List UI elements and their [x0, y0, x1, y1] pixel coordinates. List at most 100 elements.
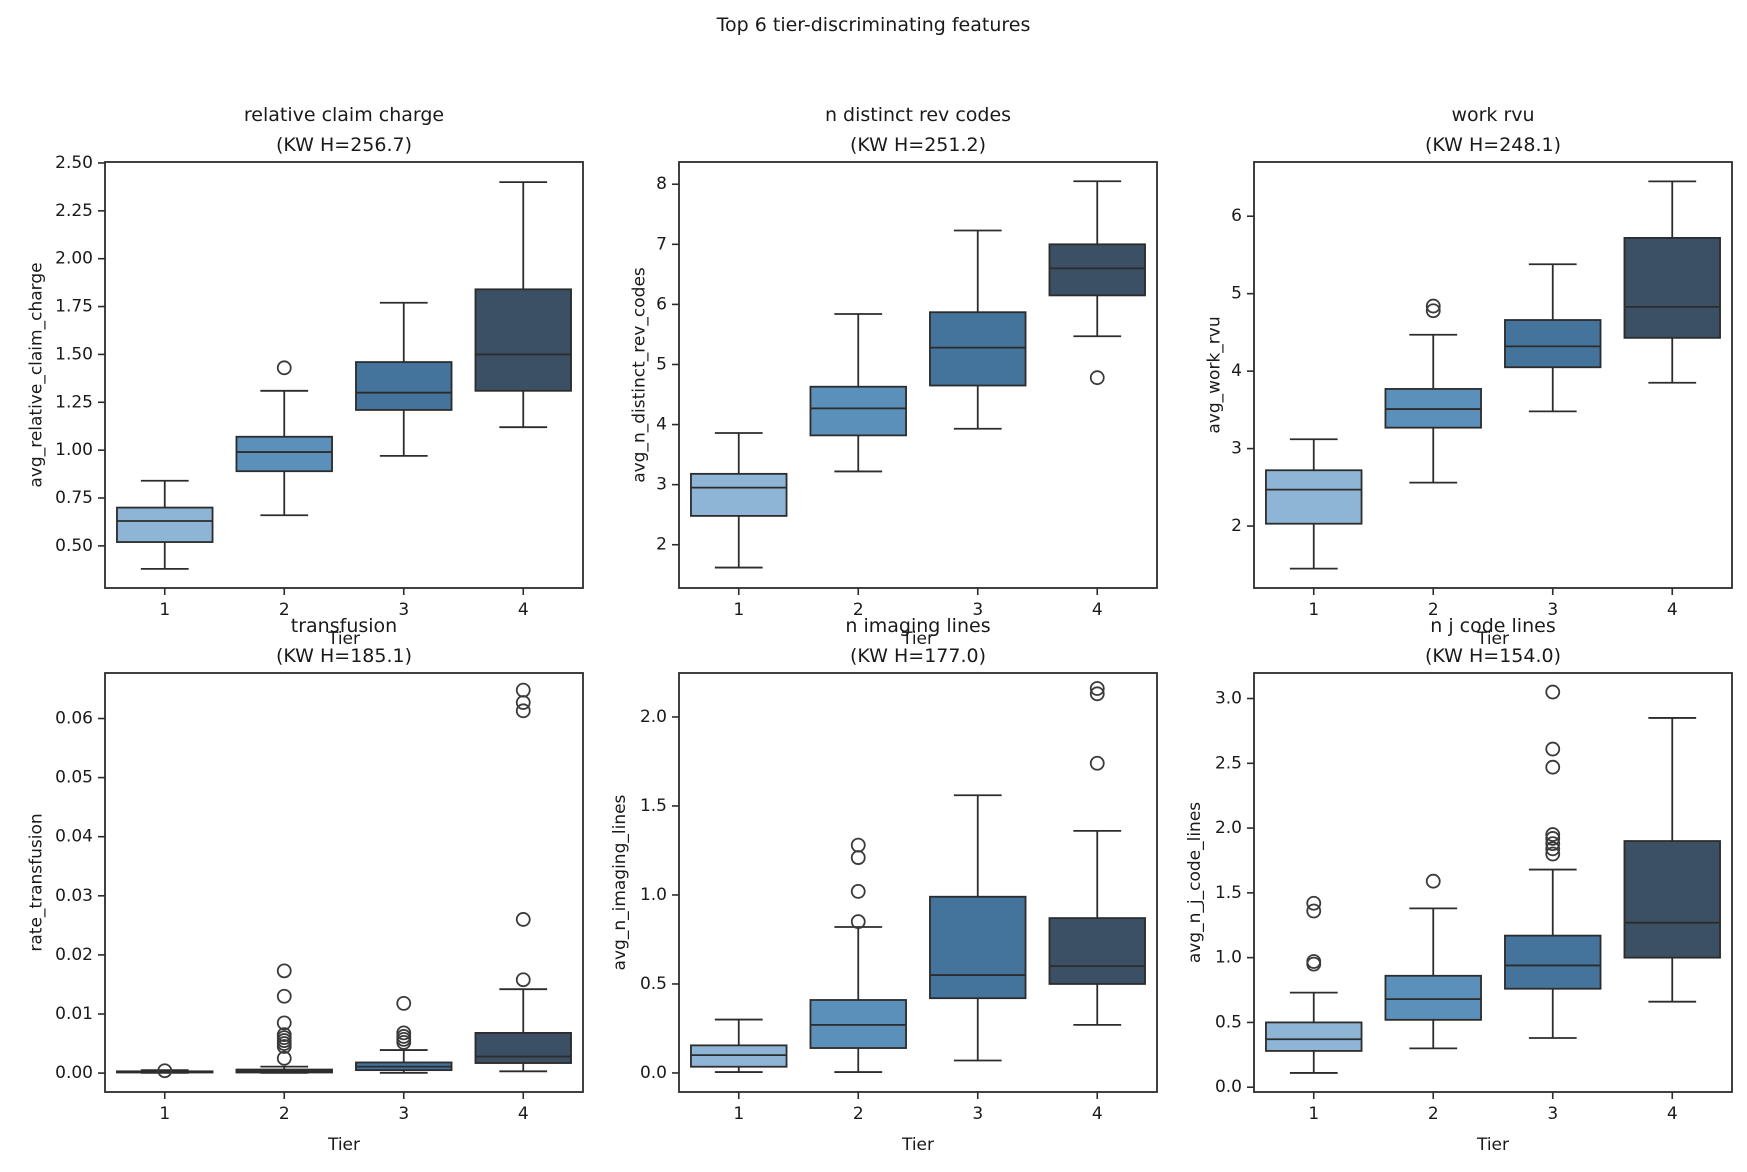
- iqr-box: [1265, 469, 1363, 525]
- subplot-title: n distinct rev codes: [825, 104, 1011, 126]
- outlier-point: [850, 837, 866, 853]
- axes-frame: [104, 672, 584, 1093]
- outlier-point: [1089, 370, 1105, 386]
- y-tick-label: 5: [656, 354, 667, 374]
- figure-title: Top 6 tier-discriminating features: [716, 14, 1031, 36]
- box-tier-2: [809, 313, 907, 473]
- subplot-title: relative claim charge: [244, 104, 444, 126]
- outlier-point: [276, 963, 292, 979]
- y-tick-label: 5: [1231, 284, 1242, 304]
- outlier-point: [515, 682, 531, 698]
- x-tick-label-tier-4: 4: [1092, 600, 1103, 620]
- iqr-box: [116, 506, 214, 543]
- outlier-point: [1545, 841, 1561, 857]
- subplot-title: transfusion: [291, 615, 397, 637]
- x-tick-label-tier-1: 1: [159, 1104, 170, 1124]
- y-tick-label: 2.25: [55, 201, 93, 221]
- y-tick-label: 2: [1231, 516, 1242, 536]
- y-tick-label: 1.5: [1215, 883, 1242, 903]
- subplot-subtitle: (KW H=177.0): [850, 645, 986, 667]
- x-axis-label: Tier: [901, 629, 934, 649]
- box-tier-1: [1265, 438, 1363, 570]
- box-tier-2: [809, 837, 907, 1073]
- subplot-title: n j code lines: [1430, 615, 1555, 637]
- y-tick-label: 0.75: [55, 488, 93, 508]
- box-tier-4: [1048, 180, 1146, 386]
- outlier-point: [157, 1063, 173, 1079]
- y-tick-label: 0.02: [55, 945, 93, 965]
- y-tick-label: 3: [656, 475, 667, 495]
- outlier-point: [1306, 954, 1322, 969]
- outlier-point: [850, 883, 866, 899]
- x-tick-label-tier-1: 1: [1308, 600, 1319, 620]
- y-tick-label: 1.50: [55, 344, 93, 364]
- iqr-box: [355, 361, 453, 411]
- y-tick-label: 6: [656, 294, 667, 314]
- subplot-subtitle: (KW H=154.0): [1425, 645, 1561, 667]
- subplot-subtitle: (KW H=185.1): [276, 645, 412, 667]
- y-tick-label: 7: [656, 234, 667, 254]
- y-tick-label: 3.0: [1215, 689, 1242, 709]
- x-axis-label: Tier: [1476, 1135, 1509, 1155]
- x-tick-label-tier-4: 4: [1667, 600, 1678, 620]
- iqr-box: [1623, 840, 1721, 959]
- subplot-n-imaging-lines: n imaging lines (KW H=177.0) 0.0 0.5 1.0 1.5 2…: [610, 615, 1158, 1155]
- y-axis-label: avg_n_distinct_rev_codes: [629, 267, 649, 483]
- iqr-box: [1504, 319, 1602, 369]
- y-tick-label: 2.00: [55, 249, 93, 269]
- iqr-box: [929, 895, 1027, 1000]
- box-tier-2: [1384, 873, 1482, 1050]
- outlier-point: [396, 1029, 412, 1044]
- x-tick-label-tier-2: 2: [853, 1104, 864, 1124]
- subplot-title: n imaging lines: [845, 615, 990, 637]
- y-tick-label: 6: [1231, 206, 1242, 226]
- subplot-subtitle: (KW H=248.1): [1425, 134, 1561, 156]
- iqr-box: [1504, 934, 1602, 990]
- box-tier-1: [116, 1063, 214, 1079]
- y-tick-label: 2.0: [640, 707, 667, 727]
- y-tick-label: 2.50: [55, 153, 93, 173]
- box-tier-4: [1048, 681, 1146, 1026]
- x-tick-label-tier-2: 2: [279, 1104, 290, 1124]
- subplot-title: work rvu: [1451, 104, 1534, 126]
- x-tick-label-tier-2: 2: [279, 600, 290, 620]
- y-tick-label: 0.0: [1215, 1077, 1242, 1097]
- x-tick-label-tier-1: 1: [159, 600, 170, 620]
- outlier-point: [1306, 903, 1322, 919]
- outlier-point: [276, 1027, 292, 1043]
- x-tick-label-tier-4: 4: [1667, 1104, 1678, 1124]
- box-tier-3: [355, 301, 453, 457]
- box-tier-4: [474, 181, 572, 429]
- y-tick-label: 4: [1231, 361, 1242, 381]
- outlier-point: [515, 703, 531, 719]
- y-tick-label: 0.01: [55, 1004, 93, 1024]
- y-axis-label: avg_relative_claim_charge: [27, 262, 47, 487]
- x-tick-label-tier-2: 2: [1428, 1104, 1439, 1124]
- y-tick-label: 1.5: [640, 796, 667, 816]
- y-tick-label: 1.0: [1215, 948, 1242, 968]
- y-tick-label: 0.06: [55, 709, 93, 729]
- x-tick-label-tier-3: 3: [1547, 1104, 1558, 1124]
- y-axis-label: rate_transfusion: [27, 813, 47, 951]
- iqr-box: [1265, 1021, 1363, 1052]
- x-axis-label: Tier: [327, 1135, 360, 1155]
- outlier-point: [1306, 895, 1322, 911]
- outlier-point: [1545, 846, 1561, 862]
- x-tick-label-tier-4: 4: [518, 1104, 529, 1124]
- outlier-point: [396, 1025, 412, 1041]
- box-tier-4: [1623, 717, 1721, 1003]
- subplot-subtitle: (KW H=251.2): [850, 134, 986, 156]
- box-tier-1: [1265, 895, 1363, 1074]
- y-tick-label: 0.50: [55, 536, 93, 556]
- x-tick-label-tier-4: 4: [518, 600, 529, 620]
- x-tick-label-tier-1: 1: [733, 600, 744, 620]
- y-tick-label: 0.04: [55, 827, 93, 847]
- iqr-box: [690, 472, 788, 517]
- x-tick-label-tier-2: 2: [853, 600, 864, 620]
- iqr-box: [1384, 974, 1482, 1021]
- iqr-box: [235, 435, 333, 473]
- outlier-point: [396, 995, 412, 1011]
- x-tick-label-tier-3: 3: [972, 1104, 983, 1124]
- y-tick-label: 0.03: [55, 886, 93, 906]
- iqr-box: [1048, 243, 1146, 297]
